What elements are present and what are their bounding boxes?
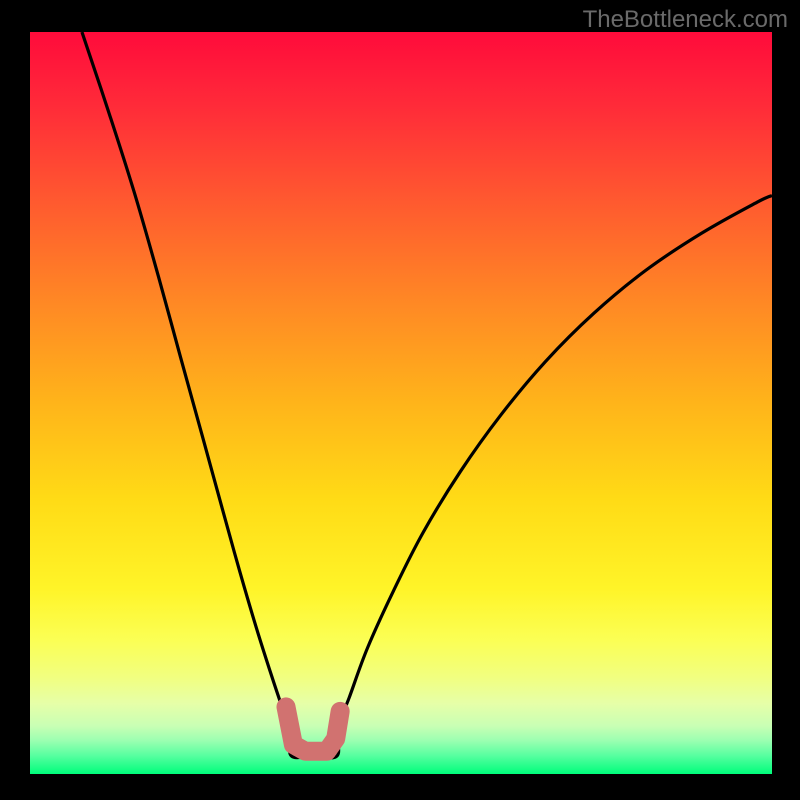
plot-area — [30, 32, 772, 772]
watermark-text: TheBottleneck.com — [583, 6, 788, 34]
bottleneck-curve — [82, 32, 772, 758]
valley-highlight — [286, 707, 340, 751]
curve-layer — [30, 32, 772, 772]
